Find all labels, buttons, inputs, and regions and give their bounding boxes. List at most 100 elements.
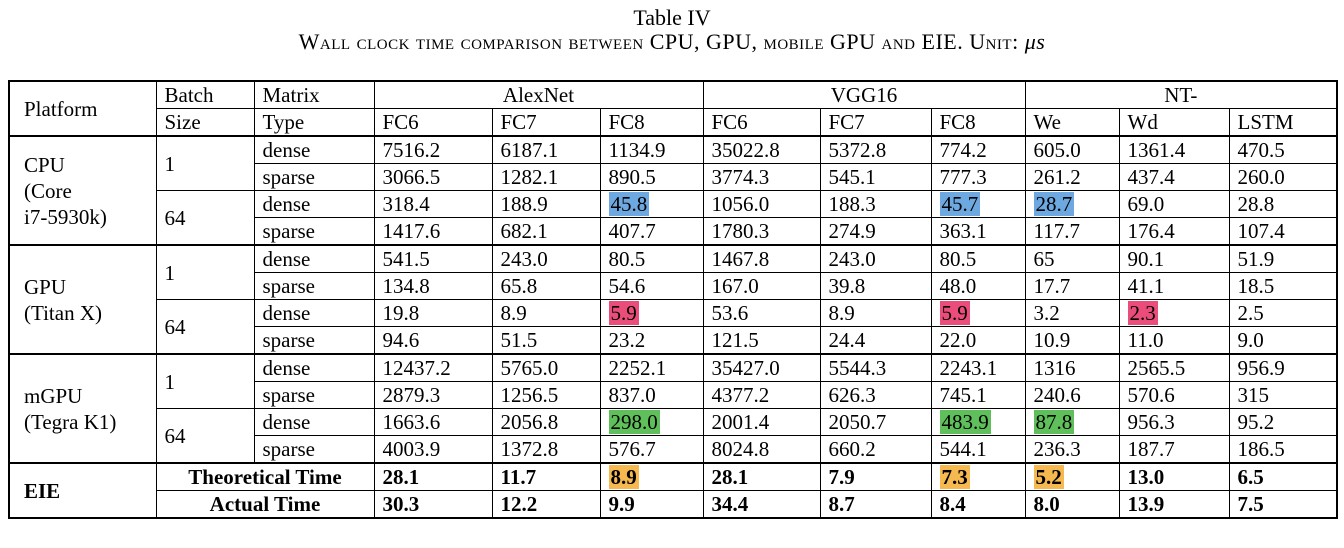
cell: 34.4 (702, 490, 821, 519)
cell-value: 24.4 (828, 328, 866, 352)
cell-value: 8.9 (828, 301, 855, 325)
cell: 7.9 (819, 462, 932, 491)
cell-value: 3066.5 (382, 165, 441, 189)
cell: 6187.1 (491, 135, 601, 164)
eie-row: Actual Time 30.3 12.2 9.9 34.4 8.7 8.4 8.0 13.9 7… (9, 490, 1338, 519)
matrix-type: sparse (253, 163, 375, 191)
cell: 45.7 (930, 190, 1026, 218)
cell: 10.9 (1024, 326, 1120, 355)
cell-value: 2.3 (1127, 301, 1158, 325)
cell: 7516.2 (373, 135, 493, 164)
cell-value: 18.5 (1237, 274, 1275, 298)
cell-value: 6187.1 (500, 138, 559, 162)
platform-name-line: i7-5930k) (24, 204, 107, 229)
cell: 3066.5 (373, 163, 493, 191)
cell: 121.5 (702, 326, 821, 355)
cell-value: 774.2 (939, 138, 987, 162)
cell: 544.1 (930, 435, 1026, 464)
table-row: 64 dense 1663.6 2056.8 298.0 2001.4 2050.7 483.… (9, 408, 1338, 464)
platform-name-line: GPU (24, 274, 67, 299)
matrix-type: dense (253, 244, 375, 273)
caption-text: Wall clock time comparison between CPU, … (298, 29, 1025, 54)
cell-value: 30.3 (382, 492, 420, 516)
cell-value: 5.9 (939, 301, 970, 325)
eie-row-label: Theoretical Time (155, 462, 375, 491)
cell-value: 1361.4 (1127, 138, 1186, 162)
cell: 243.0 (491, 244, 601, 273)
eie-row: EIE Theoretical Time 28.1 11.7 8.9 28.1 7.9 7.3… (8, 462, 1338, 519)
cell-value: 13.9 (1127, 492, 1165, 516)
table-row: sparse 94.6 51.5 23.2 121.5 24.4 22.0 10.9 11.0 9… (9, 326, 1338, 355)
header-group-2: NT- (1024, 80, 1338, 109)
cell-value: 107.4 (1237, 219, 1285, 243)
cell-value: 23.2 (608, 328, 646, 352)
table-row: mGPU (Tegra K1) 1 dense 12437.2 5765.0 2252.1 3… (8, 353, 1338, 464)
cell-value: 54.6 (608, 274, 646, 298)
cell: 94.6 (373, 326, 493, 355)
cell-value: 240.6 (1033, 383, 1081, 407)
cell: 186.5 (1228, 435, 1338, 464)
matrix-type: sparse (253, 381, 375, 409)
cell: 134.8 (373, 272, 493, 300)
cell: 18.5 (1228, 272, 1338, 300)
cell-value: 65 (1033, 247, 1055, 271)
cell-value: 745.1 (939, 383, 987, 407)
cell-value: 5.2 (1033, 465, 1064, 489)
cell: 5765.0 (491, 353, 601, 382)
matrix-type: dense (253, 135, 375, 164)
cell: 54.6 (599, 272, 704, 300)
cell: 28.7 (1024, 190, 1120, 218)
cell: 1316 (1024, 353, 1120, 382)
cell-value: 407.7 (608, 219, 656, 243)
header-column: We (1024, 108, 1120, 137)
batch-size: 64 (155, 190, 255, 246)
cell: 51.9 (1228, 244, 1338, 273)
cell: 7.5 (1228, 490, 1338, 519)
cell: 117.7 (1024, 217, 1120, 246)
cell: 28.1 (702, 462, 821, 491)
cell-value: 576.7 (608, 437, 656, 461)
cell: 53.6 (702, 299, 821, 327)
cell-value: 6.5 (1237, 465, 1264, 489)
cell-value: 13.0 (1127, 465, 1165, 489)
table-caption-label: Table IV (633, 5, 711, 30)
header-column: Wd (1118, 108, 1230, 137)
cell: 626.3 (819, 381, 932, 409)
timing-table: Platform Batch Matrix AlexNet VGG16 NT- Size Ty… (8, 80, 1339, 519)
cell-value: 8.4 (939, 492, 966, 516)
cell-value: 39.8 (828, 274, 866, 298)
table-row: sparse 4003.9 1372.8 576.7 8024.8 660.2 544.1 2… (9, 435, 1338, 464)
cell-value: 1134.9 (608, 138, 666, 162)
cell-value: 28.1 (711, 465, 749, 489)
table-row: 64 dense 19.8 8.9 5.9 53.6 8.9 5.9 3.2 2.3 2.5 (9, 299, 1338, 355)
cell: 261.2 (1024, 163, 1120, 191)
cell-value: 1417.6 (382, 219, 441, 243)
cell-value: 11.7 (500, 465, 537, 489)
cell: 483.9 (930, 408, 1026, 436)
cell-value: 660.2 (828, 437, 876, 461)
cell: 5.2 (1024, 462, 1120, 491)
cell: 5372.8 (819, 135, 932, 164)
platform-name: GPU (Titan X) (8, 244, 157, 355)
cell-value: 51.5 (500, 328, 538, 352)
cell: 407.7 (599, 217, 704, 246)
cell-value: 8024.8 (711, 437, 770, 461)
cell: 2.3 (1118, 299, 1230, 327)
cell: 956.9 (1228, 353, 1338, 382)
header-column: FC8 (599, 108, 704, 137)
matrix-type: dense (253, 353, 375, 382)
matrix-type: dense (253, 299, 375, 327)
cell-value: 4377.2 (711, 383, 770, 407)
cell: 8.4 (930, 490, 1026, 519)
header-row: Size Type FC6 FC7 FC8 FC6 FC7 FC8 We Wd LSTM (9, 108, 1338, 137)
cell-value: 363.1 (939, 219, 987, 243)
platform-name-line: (Tegra K1) (24, 409, 117, 434)
cell: 777.3 (930, 163, 1026, 191)
cell-value: 541.5 (382, 247, 430, 271)
cell-value: 28.1 (382, 465, 420, 489)
matrix-type: sparse (253, 217, 375, 246)
cell: 28.1 (373, 462, 493, 491)
cell: 236.3 (1024, 435, 1120, 464)
cell: 80.5 (930, 244, 1026, 273)
header-column: FC6 (373, 108, 493, 137)
